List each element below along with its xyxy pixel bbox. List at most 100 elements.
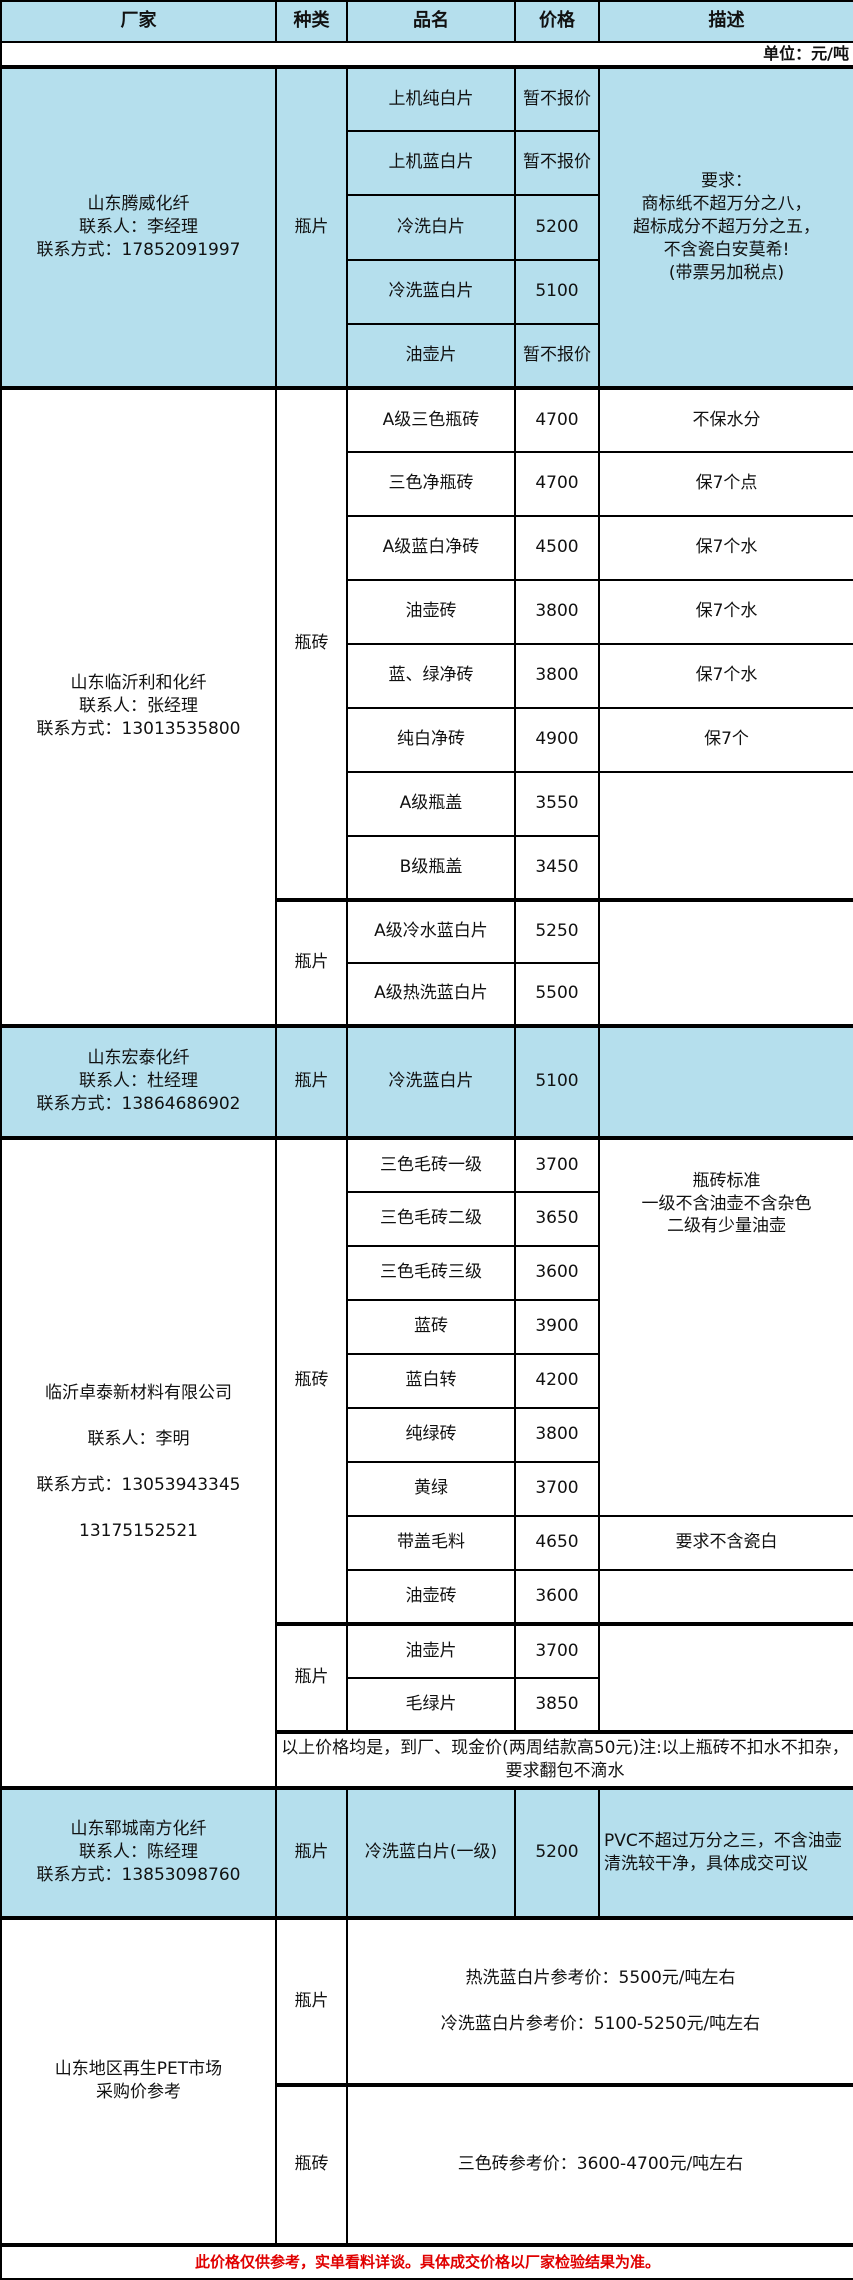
product-name: 冷洗蓝白片(一级) bbox=[346, 1785, 516, 1919]
product-name: 蓝砖 bbox=[346, 1298, 516, 1355]
product-name: 蓝白转 bbox=[346, 1352, 516, 1409]
description-cell: 不保水分 bbox=[598, 385, 853, 453]
product-name: 带盖毛料 bbox=[346, 1514, 516, 1571]
description-cell bbox=[598, 1568, 853, 1625]
product-name: 毛绿片 bbox=[346, 1676, 516, 1733]
product-name: A级蓝白净砖 bbox=[346, 514, 516, 581]
category-cell: 瓶片 bbox=[275, 64, 348, 389]
table-row: 纯绿砖 3800 bbox=[1, 1406, 853, 1463]
category-cell: 瓶片 bbox=[275, 1621, 348, 1733]
product-name: 上机纯白片 bbox=[346, 64, 516, 132]
price-cell: 4650 bbox=[514, 1514, 600, 1571]
price-cell: 4900 bbox=[514, 706, 600, 773]
table-row: 三色毛砖二级 3650 bbox=[1, 1190, 853, 1247]
price-cell: 5100 bbox=[514, 1023, 600, 1139]
product-name: 三色毛砖一级 bbox=[346, 1135, 516, 1193]
product-name: A级瓶盖 bbox=[346, 770, 516, 837]
market-reference-title: 山东地区再生PET市场 采购价参考 bbox=[0, 1915, 277, 2246]
description-cell: 保7个水 bbox=[598, 578, 853, 645]
company-info: 山东郓城南方化纤 联系人：陈经理 联系方式：13853098760 bbox=[0, 1785, 277, 1919]
company-info: 山东宏泰化纤 联系人：杜经理 联系方式：13864686902 bbox=[0, 1023, 277, 1139]
price-cell: 3700 bbox=[514, 1460, 600, 1517]
price-note: 以上价格均是，到厂、现金价(两周结款高50元)注:以上瓶砖不扣水不扣杂，要求翻包… bbox=[275, 1729, 853, 1789]
table-row: 山东地区再生PET市场 采购价参考 瓶片 热洗蓝白片参考价：5500元/吨左右 … bbox=[0, 1915, 853, 2246]
category-cell: 瓶片 bbox=[275, 1785, 348, 1919]
category-cell: 瓶砖 bbox=[275, 1135, 348, 1625]
footer-disclaimer: 此价格仅供参考，实单看料详谈。具体成交价格以厂家检验结果为准。 bbox=[0, 2242, 853, 2280]
price-cell: 5200 bbox=[514, 193, 600, 261]
table-row: 纯白净砖 4900 保7个 bbox=[1, 706, 853, 773]
price-cell: 3650 bbox=[514, 1190, 600, 1247]
price-cell: 暂不报价 bbox=[514, 64, 600, 132]
description-cell: 保7个 bbox=[598, 706, 853, 773]
description-cell: 要求： 商标纸不超万分之八， 超标成分不超万分之五， 不含瓷白安莫希! (带票另… bbox=[598, 64, 853, 389]
description-cell: 瓶砖标准 一级不含油壶不含杂色 二级有少量油壶 bbox=[598, 1135, 853, 1517]
product-name: 上机蓝白片 bbox=[346, 129, 516, 196]
table-row: 油壶砖 3600 bbox=[1, 1568, 853, 1625]
price-cell: 暂不报价 bbox=[514, 129, 600, 196]
table-row: 带盖毛料 4650 要求不含瓷白 bbox=[1, 1514, 853, 1571]
price-cell: 3800 bbox=[514, 1406, 600, 1463]
description-cell bbox=[598, 770, 853, 901]
price-cell: 3900 bbox=[514, 1298, 600, 1355]
price-cell: 3450 bbox=[514, 834, 600, 901]
product-name: 冷洗蓝白片 bbox=[346, 1023, 516, 1139]
price-cell: 3800 bbox=[514, 642, 600, 709]
table-row: 黄绿 3700 bbox=[1, 1460, 853, 1517]
product-name: 油壶砖 bbox=[346, 1568, 516, 1625]
table-row: 上机蓝白片 暂不报价 bbox=[1, 129, 853, 196]
header-row: 厂家 种类 品名 价格 描述 bbox=[0, 0, 853, 43]
category-cell: 瓶片 bbox=[275, 1915, 348, 2086]
product-name: 三色净瓶砖 bbox=[346, 450, 516, 517]
price-cell: 5200 bbox=[514, 1785, 600, 1919]
price-cell: 4700 bbox=[514, 385, 600, 453]
description-cell bbox=[598, 1621, 853, 1733]
category-cell: 瓶片 bbox=[275, 1023, 348, 1139]
product-name: 油壶砖 bbox=[346, 578, 516, 645]
description-cell: 保7个点 bbox=[598, 450, 853, 517]
price-cell: 4700 bbox=[514, 450, 600, 517]
price-cell: 5250 bbox=[514, 897, 600, 964]
table-row: 瓶片 A级冷水蓝白片 5250 bbox=[1, 897, 853, 1027]
product-name: 油壶片 bbox=[346, 1621, 516, 1679]
price-cell: 4500 bbox=[514, 514, 600, 581]
product-name: 纯白净砖 bbox=[346, 706, 516, 773]
price-cell: 3600 bbox=[514, 1568, 600, 1625]
table-row: A级瓶盖 3550 bbox=[1, 770, 853, 901]
price-cell: 4200 bbox=[514, 1352, 600, 1409]
price-cell: 3800 bbox=[514, 578, 600, 645]
price-cell: 3850 bbox=[514, 1676, 600, 1733]
unit-label: 单位：元/吨 bbox=[0, 41, 853, 68]
product-name: 三色毛砖三级 bbox=[346, 1244, 516, 1301]
product-name: 油壶片 bbox=[346, 322, 516, 389]
table-row: 毛绿片 3850 bbox=[1, 1676, 853, 1733]
table-row: A级热洗蓝白片 5500 bbox=[1, 961, 853, 1027]
product-name: 三色毛砖二级 bbox=[346, 1190, 516, 1247]
category-cell: 瓶片 bbox=[275, 897, 348, 1027]
table-row: 油壶片 暂不报价 bbox=[1, 322, 853, 389]
table-row: 临沂卓泰新材料有限公司 联系人：李明 联系方式：13053943345 1317… bbox=[0, 1135, 853, 1789]
product-name: 冷洗白片 bbox=[346, 193, 516, 261]
price-cell: 5500 bbox=[514, 961, 600, 1027]
product-name: B级瓶盖 bbox=[346, 834, 516, 901]
table-row: 瓶砖 三色砖参考价：3600-4700元/吨左右 bbox=[1, 2082, 853, 2246]
table-row: B级瓶盖 3450 bbox=[1, 834, 853, 901]
price-cell: 暂不报价 bbox=[514, 322, 600, 389]
price-cell: 3550 bbox=[514, 770, 600, 837]
product-name: A级三色瓶砖 bbox=[346, 385, 516, 453]
company-info: 山东腾威化纤 联系人：李经理 联系方式：17852091997 bbox=[0, 64, 277, 389]
description-cell bbox=[598, 897, 853, 1027]
table-row: 三色净瓶砖 4700 保7个点 bbox=[1, 450, 853, 517]
product-name: A级热洗蓝白片 bbox=[346, 961, 516, 1027]
note-row: 以上价格均是，到厂、现金价(两周结款高50元)注:以上瓶砖不扣水不扣杂，要求翻包… bbox=[1, 1729, 853, 1789]
reference-price: 热洗蓝白片参考价：5500元/吨左右 冷洗蓝白片参考价：5100-5250元/吨… bbox=[346, 1915, 853, 2086]
header-description: 描述 bbox=[598, 0, 853, 43]
header-category: 种类 bbox=[275, 0, 348, 43]
table-row: 蓝白转 4200 bbox=[1, 1352, 853, 1409]
table-row: 山东郓城南方化纤 联系人：陈经理 联系方式：13853098760 瓶片 冷洗蓝… bbox=[0, 1785, 853, 1919]
table-row: 蓝、绿净砖 3800 保7个水 bbox=[1, 642, 853, 709]
company-info: 山东临沂利和化纤 联系人：张经理 联系方式：13013535800 bbox=[0, 385, 277, 1027]
table-row: 山东腾威化纤 联系人：李经理 联系方式：17852091997 瓶片 上机纯白片… bbox=[0, 64, 853, 389]
product-name: 冷洗蓝白片 bbox=[346, 258, 516, 325]
